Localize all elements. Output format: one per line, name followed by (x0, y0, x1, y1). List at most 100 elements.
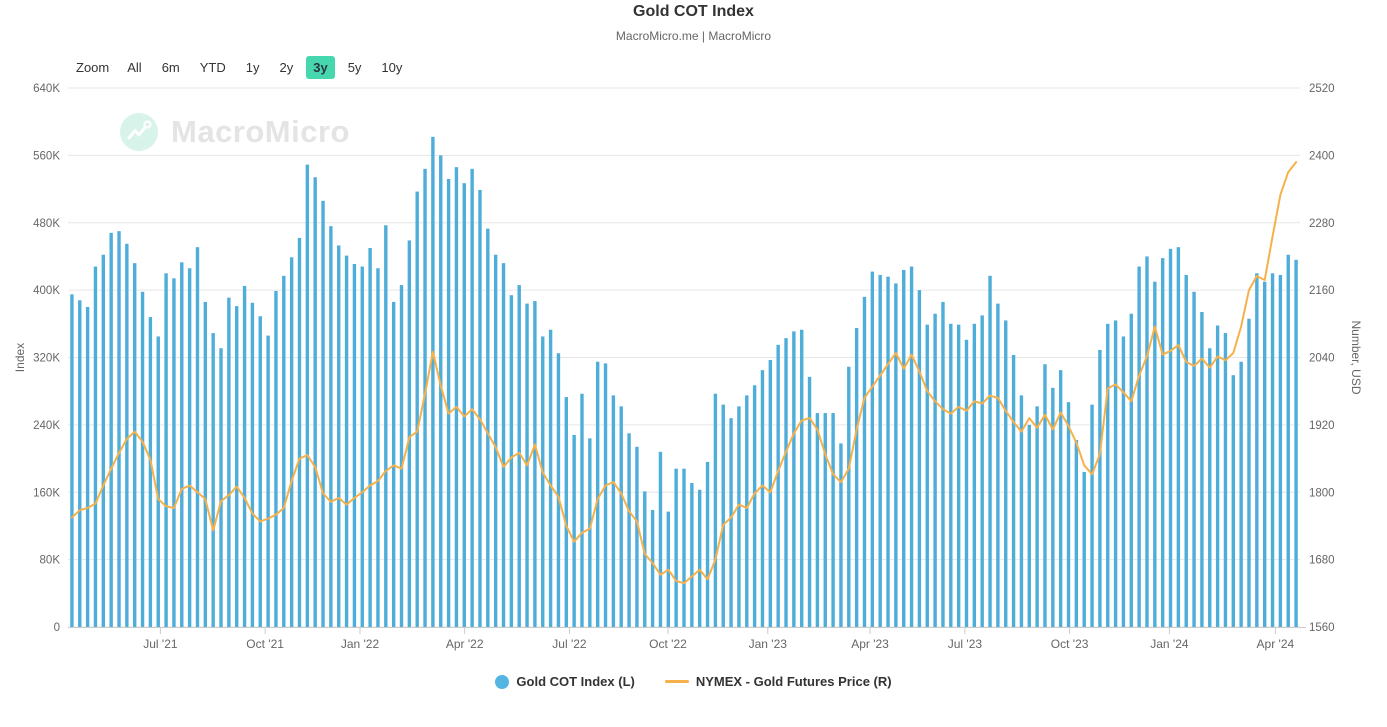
chart-canvas[interactable]: 0 80K 160K 240K 320K 400K 480K 560K 640K 1560 1680… (0, 80, 1387, 665)
cot-index-bar (941, 301, 945, 627)
cot-index-bar (595, 361, 600, 627)
cot-index-bar (501, 263, 506, 627)
cot-index-bar (470, 168, 474, 627)
cot-index-bar (541, 336, 545, 627)
cot-index-bar (1035, 406, 1039, 627)
cot-index-bar (462, 183, 466, 628)
cot-index-bar (792, 331, 796, 627)
cot-index-bar (219, 348, 223, 627)
legend-label: Gold COT Index (L) (516, 674, 635, 689)
y-axis-labels-left: 0 80K 160K 240K 320K 400K 480K 560K 640K (33, 83, 60, 634)
range-button-2y[interactable]: 2y (279, 60, 294, 75)
cot-index-bar (344, 255, 349, 627)
cot-index-bar (1231, 375, 1235, 627)
y-axis-tick-right: 2160 (1309, 285, 1335, 297)
y-axis-title-left: Index (13, 343, 27, 372)
cot-index-bar (1239, 361, 1243, 627)
range-button-10y[interactable]: 10y (381, 60, 403, 75)
cot-index-bar (588, 438, 592, 627)
legend-marker-circle-icon (495, 674, 510, 689)
range-button-all[interactable]: All (127, 60, 142, 75)
cot-index-bar (611, 395, 616, 627)
cot-index-bar (823, 413, 827, 627)
range-button-3y[interactable]: 3y (306, 56, 335, 79)
cot-index-bar (713, 393, 718, 627)
cot-index-bar (603, 363, 608, 627)
cot-index-bar (1255, 273, 1259, 627)
cot-index-bar (548, 329, 553, 627)
cot-index-bar (1090, 404, 1094, 627)
cot-index-bar (580, 393, 584, 627)
cot-index-bar (352, 264, 357, 627)
cot-index-bar (878, 274, 882, 627)
cot-index-bar (1200, 312, 1204, 627)
y-axis-tick-right: 1920 (1309, 420, 1335, 432)
cot-index-bar (1176, 247, 1181, 628)
x-axis-label: Oct '21 (246, 637, 284, 651)
cot-index-bar (70, 294, 74, 627)
cot-index-bar (1027, 424, 1031, 628)
y-axis-tick-right: 1800 (1309, 487, 1335, 499)
range-button-ytd[interactable]: YTD (199, 60, 226, 75)
x-axis-label: Oct '22 (649, 637, 687, 651)
cot-index-bar (627, 433, 631, 627)
legend-item-nymex-gold-futures[interactable]: NYMEX - Gold Futures Price (R) (664, 674, 892, 689)
cot-index-bar (697, 489, 702, 627)
cot-index-bar (1192, 291, 1196, 627)
cot-index-bar (140, 291, 145, 627)
y-axis-tick-left: 400K (33, 285, 60, 297)
cot-index-bar (635, 446, 639, 627)
cot-index-bar (305, 164, 310, 627)
cot-index-bar (650, 509, 655, 627)
macromicro-watermark: MacroMicro (119, 112, 350, 152)
cot-index-bar (1066, 402, 1071, 627)
cot-index-bar (690, 482, 694, 627)
cot-index-bar (1074, 440, 1079, 627)
cot-index-bar (1113, 320, 1118, 627)
macromicro-logo-icon (120, 113, 158, 151)
cot-index-bar (1223, 333, 1228, 627)
range-button-5y[interactable]: 5y (347, 60, 362, 75)
cot-index-bar (454, 167, 459, 628)
cot-index-bar (78, 300, 82, 627)
gold-futures-price-line (70, 161, 1298, 585)
y-axis-tick-right: 2520 (1309, 83, 1335, 95)
cot-index-bar (384, 225, 388, 627)
cot-index-bar (258, 316, 262, 627)
cot-index-bar (909, 266, 914, 627)
cot-index-bars (70, 136, 1298, 628)
range-selector-label: Zoom (76, 60, 110, 75)
range-button-1y[interactable]: 1y (245, 60, 260, 75)
cot-index-bar (101, 254, 106, 627)
x-axis-label: Apr '23 (851, 637, 889, 651)
cot-index-bar (203, 301, 208, 627)
range-button-6m[interactable]: 6m (161, 60, 180, 75)
x-axis: Jul '21 Oct '21 Jan '22 Apr '22 Jul '22 Oct '… (68, 627, 1306, 651)
cot-index-bar (180, 262, 184, 627)
legend-item-gold-cot-index[interactable]: Gold COT Index (L) (495, 674, 635, 689)
cot-index-bar (956, 324, 961, 627)
cot-index-bar (297, 237, 302, 627)
cot-index-bar (1184, 274, 1188, 627)
y-axis-tick-left: 160K (33, 487, 60, 499)
cot-index-bar (1011, 354, 1016, 627)
cot-index-bar (321, 200, 325, 627)
cot-index-bar (446, 178, 451, 627)
cot-index-bar (274, 290, 278, 627)
cot-index-bar (886, 276, 890, 627)
chart-title: Gold COT Index (633, 3, 754, 20)
cot-index-bar (1208, 348, 1212, 627)
cot-index-bar (368, 248, 372, 627)
legend-label: NYMEX - Gold Futures Price (R) (695, 674, 892, 689)
cot-index-bar (1004, 320, 1008, 627)
cot-index-bar (227, 297, 231, 627)
cot-index-bar (235, 306, 239, 627)
cot-index-bar (768, 360, 773, 627)
x-axis-label: Jan '22 (341, 637, 380, 651)
cot-index-bar (1286, 254, 1290, 627)
cot-index-bar (1137, 266, 1141, 627)
cot-index-bar (533, 301, 537, 627)
cot-index-bar (1019, 395, 1024, 627)
cot-index-bar (242, 285, 247, 627)
cot-index-bar (658, 451, 663, 627)
